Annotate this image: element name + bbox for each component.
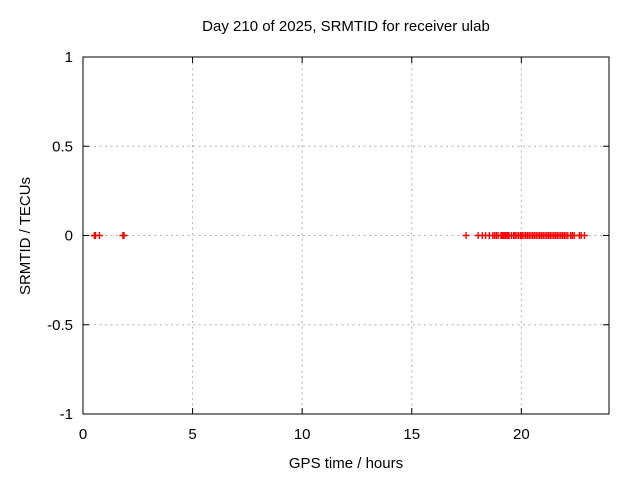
data-points — [90, 232, 588, 239]
y-tick-label: 0.5 — [52, 138, 73, 155]
x-tick-label: 20 — [513, 426, 530, 443]
x-tick-label: 5 — [188, 426, 196, 443]
x-tick-label: 10 — [294, 426, 311, 443]
grid-lines — [83, 57, 609, 414]
y-tick-label: -1 — [60, 406, 73, 423]
data-point-marker — [580, 232, 588, 239]
x-tick-label: 15 — [403, 426, 420, 443]
y-tick-labels: -1 -0.5 0 0.5 1 — [47, 49, 73, 423]
data-point-marker — [95, 232, 103, 239]
plot-title: Day 210 of 2025, SRMTID for receiver ula… — [202, 18, 490, 35]
y-tick-label: 1 — [65, 49, 73, 66]
x-axis-label: GPS time / hours — [289, 455, 403, 472]
axis-ticks — [82, 56, 609, 415]
y-tick-label: -0.5 — [47, 317, 73, 334]
x-tick-labels: 0 5 10 15 20 — [79, 426, 530, 443]
data-point-marker — [120, 232, 128, 239]
y-tick-label: 0 — [65, 228, 73, 245]
x-tick-label: 0 — [79, 426, 87, 443]
data-point-marker — [462, 232, 470, 239]
y-axis-label: SRMTID / TECUs — [17, 177, 34, 295]
